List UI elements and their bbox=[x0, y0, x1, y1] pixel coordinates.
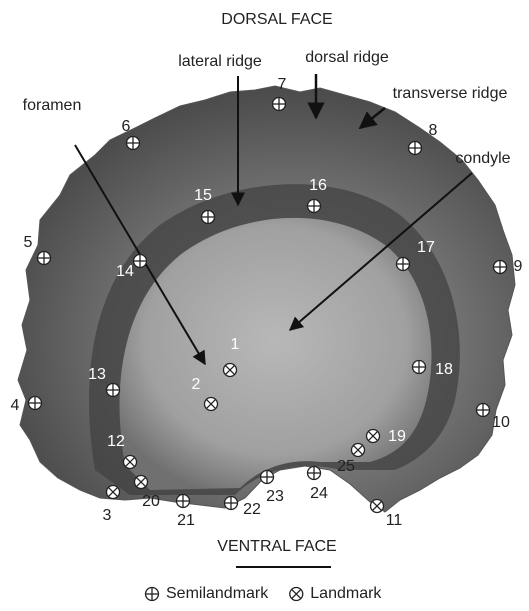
point-label: 16 bbox=[309, 177, 327, 194]
point-label: 1 bbox=[231, 336, 240, 353]
landmark-symbol bbox=[107, 486, 120, 499]
semilandmark-symbol bbox=[127, 137, 140, 150]
semilandmark-symbol bbox=[308, 200, 321, 213]
annotation: lateral ridge bbox=[178, 53, 262, 70]
point-label: 17 bbox=[417, 239, 435, 256]
semilandmark-symbol bbox=[177, 495, 190, 508]
point-label: 25 bbox=[337, 458, 355, 475]
semilandmark-symbol bbox=[413, 361, 426, 374]
semilandmark-symbol bbox=[29, 397, 42, 410]
legend-label: Semilandmark bbox=[166, 585, 269, 602]
semilandmark-symbol bbox=[107, 384, 120, 397]
point-label: 20 bbox=[142, 493, 160, 510]
point-label: 5 bbox=[24, 234, 33, 251]
point-label: 15 bbox=[194, 187, 212, 204]
landmark-symbol bbox=[124, 456, 137, 469]
landmark-symbol bbox=[367, 430, 380, 443]
semilandmark-symbol bbox=[477, 404, 490, 417]
point-label: 11 bbox=[386, 512, 403, 529]
point-label: 10 bbox=[492, 414, 510, 431]
semilandmark-symbol bbox=[261, 471, 274, 484]
semilandmark-symbol bbox=[494, 261, 507, 274]
point-label: 13 bbox=[88, 366, 106, 383]
annotation: transverse ridge bbox=[393, 85, 508, 102]
annotation: foramen bbox=[23, 97, 82, 114]
point-label: 23 bbox=[266, 488, 284, 505]
annotation: condyle bbox=[455, 150, 510, 167]
point-label: 19 bbox=[388, 428, 406, 445]
semilandmark-symbol bbox=[225, 497, 238, 510]
title: DORSAL FACE bbox=[221, 11, 332, 28]
point-label: 22 bbox=[243, 501, 261, 518]
point-label: 6 bbox=[122, 118, 131, 135]
point-label: 12 bbox=[107, 433, 125, 450]
landmark-symbol bbox=[224, 364, 237, 377]
semilandmark-symbol bbox=[409, 142, 422, 155]
figure: DORSAL FACE VENTRAL FACE lateral ridge d… bbox=[0, 0, 529, 606]
landmark-symbol bbox=[290, 588, 303, 601]
landmark-symbol bbox=[352, 444, 365, 457]
annotation: dorsal ridge bbox=[305, 49, 389, 66]
landmark-symbol bbox=[205, 398, 218, 411]
footer-title: VENTRAL FACE bbox=[217, 538, 336, 555]
point-label: 7 bbox=[278, 76, 287, 93]
point-label: 3 bbox=[103, 507, 112, 524]
point-label: 9 bbox=[514, 258, 523, 275]
point-label: 24 bbox=[310, 485, 328, 502]
legend-label: Landmark bbox=[310, 585, 382, 602]
point-label: 14 bbox=[116, 263, 134, 280]
landmark-symbol bbox=[371, 500, 384, 513]
semilandmark-symbol bbox=[397, 258, 410, 271]
semilandmark-symbol bbox=[273, 98, 286, 111]
landmark-symbol bbox=[135, 476, 148, 489]
semilandmark-symbol bbox=[202, 211, 215, 224]
semilandmark-symbol bbox=[308, 467, 321, 480]
semilandmark-symbol bbox=[146, 588, 159, 601]
point-label: 21 bbox=[177, 512, 195, 529]
point-label: 18 bbox=[435, 361, 453, 378]
semilandmark-symbol bbox=[134, 255, 147, 268]
legend: Semilandmark Landmark bbox=[146, 585, 383, 602]
semilandmark-symbol bbox=[38, 252, 51, 265]
point-label: 2 bbox=[192, 376, 201, 393]
point-label: 8 bbox=[429, 122, 438, 139]
point-label: 4 bbox=[11, 397, 20, 414]
